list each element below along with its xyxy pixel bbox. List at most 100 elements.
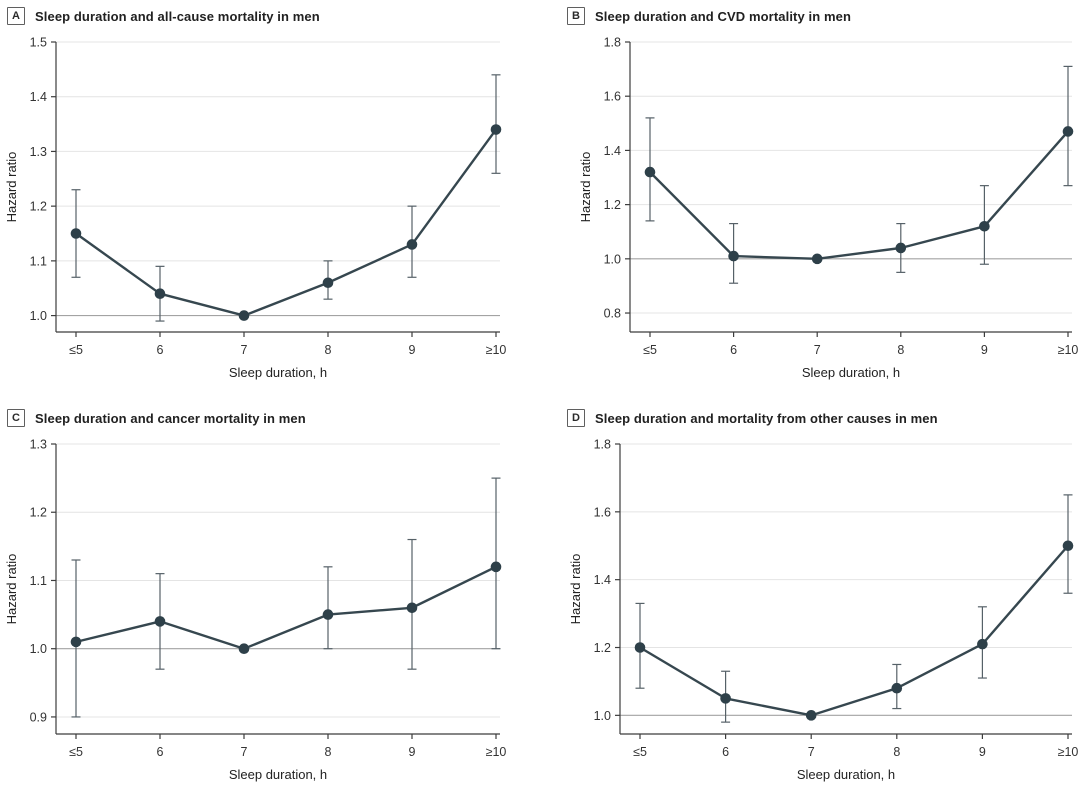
series-line: [649, 130, 1069, 261]
hazard-ratio-chart-cancer: 0.9 1.0 1.1 1.2 1.3 ≤5 6 7 8 9 ≥10 Sleep duration, …: [4, 438, 507, 783]
y-axis-title: Hazard ratio: [578, 152, 593, 223]
x-tick-label: ≥10: [486, 343, 507, 357]
y-tick-label: 1.0: [30, 642, 47, 656]
y-axis-title: Hazard ratio: [568, 554, 583, 625]
panel-letter-badge: A: [7, 7, 25, 25]
x-tick-label: ≤5: [69, 343, 83, 357]
hazard-ratio-chart-other-causes: 1.0 1.2 1.4 1.6 1.8 ≤5 6 7 8 9 ≥10 Sleep duration, …: [568, 438, 1079, 783]
x-tick-label: ≥10: [1058, 745, 1079, 759]
y-tick-label: 1.6: [604, 90, 621, 104]
x-tick-label: 9: [409, 343, 416, 357]
panel-d-header: D Sleep duration and mortality from othe…: [540, 408, 1080, 428]
data-point: [490, 124, 502, 135]
y-tick-label: 1.4: [30, 90, 47, 104]
x-tick-label: 7: [241, 745, 248, 759]
x-tick-label: ≥10: [1058, 343, 1079, 357]
hazard-ratio-chart-all-cause: 1.0 1.1 1.2 1.3 1.4 1.5 ≤5 6 7 8 9 ≥10 Sleep duratio…: [4, 36, 507, 381]
data-point: [406, 239, 418, 250]
y-tick-label: 1.1: [30, 574, 47, 588]
x-tick-label: ≤5: [69, 745, 83, 759]
x-axis-title: Sleep duration, h: [229, 767, 327, 782]
data-point: [70, 636, 82, 648]
x-tick-label: 8: [325, 745, 332, 759]
y-tick-label: 1.0: [604, 252, 621, 266]
x-tick-label: 7: [808, 745, 815, 759]
y-tick-label: 1.3: [30, 438, 47, 452]
data-point: [728, 250, 739, 262]
panel-c-header: C Sleep duration and cancer mortality in…: [0, 408, 540, 428]
panel-b-header: B Sleep duration and CVD mortality in me…: [540, 6, 1080, 26]
data-point: [322, 277, 334, 289]
panel-title: Sleep duration and CVD mortality in men: [595, 8, 851, 24]
data-point: [238, 310, 250, 321]
y-tick-label: 1.4: [604, 144, 621, 158]
series-line: [75, 565, 497, 650]
x-tick-label: 6: [157, 343, 164, 357]
y-tick-label: 1.2: [30, 200, 47, 214]
data-point: [154, 288, 166, 299]
series-line: [75, 128, 497, 317]
panel-a-header: A Sleep duration and all-cause mortality…: [0, 6, 540, 26]
x-tick-label: 7: [814, 343, 821, 357]
x-tick-label: 9: [409, 745, 416, 759]
x-tick-label: 6: [722, 745, 729, 759]
series-line: [639, 544, 1069, 717]
panel-letter-badge: D: [567, 409, 585, 427]
x-tick-label: 7: [241, 343, 248, 357]
x-axis-title: Sleep duration, h: [802, 365, 900, 380]
y-tick-label: 0.9: [30, 710, 47, 724]
y-tick-label: 1.6: [594, 505, 611, 519]
panel-b: B Sleep duration and CVD mortality in me…: [540, 0, 1080, 392]
panel-c: C Sleep duration and cancer mortality in…: [0, 392, 540, 783]
x-axis-title: Sleep duration, h: [229, 365, 327, 380]
y-axis-title: Hazard ratio: [4, 152, 19, 223]
data-point: [1062, 126, 1074, 137]
x-tick-label: ≤5: [643, 343, 657, 357]
data-point: [895, 242, 907, 254]
x-tick-label: 8: [897, 343, 904, 357]
x-tick-label: ≥10: [486, 745, 507, 759]
panel-d: D Sleep duration and mortality from othe…: [540, 392, 1080, 783]
y-tick-label: 1.5: [30, 36, 47, 50]
y-tick-label: 1.0: [30, 309, 47, 323]
data-point: [1062, 540, 1074, 552]
data-point: [977, 638, 988, 650]
panel-title: Sleep duration and all-cause mortality i…: [35, 8, 320, 24]
y-tick-label: 1.1: [30, 254, 47, 268]
data-point: [811, 253, 823, 265]
x-tick-label: ≤5: [633, 745, 647, 759]
y-tick-label: 1.4: [594, 573, 611, 587]
y-tick-label: 1.2: [594, 641, 611, 655]
data-point: [720, 693, 731, 704]
y-tick-label: 1.3: [30, 145, 47, 159]
panel-letter-badge: B: [567, 7, 585, 25]
y-axis-title: Hazard ratio: [4, 554, 19, 625]
x-axis-title: Sleep duration, h: [797, 767, 895, 782]
data-point: [322, 609, 334, 620]
data-point: [490, 561, 502, 573]
panel-letter-badge: C: [7, 409, 25, 427]
hazard-ratio-chart-cvd: 0.8 1.0 1.2 1.4 1.6 1.8 ≤5 6 7 8 9 ≥10 Sleep duratio…: [578, 36, 1079, 381]
panel-title: Sleep duration and cancer mortality in m…: [35, 410, 306, 426]
data-point: [891, 682, 903, 694]
x-tick-label: 9: [981, 343, 988, 357]
y-tick-label: 1.8: [604, 36, 621, 50]
data-point: [644, 166, 656, 178]
y-tick-label: 1.8: [594, 438, 611, 452]
data-point: [979, 220, 990, 232]
panel-a: A Sleep duration and all-cause mortality…: [0, 0, 540, 392]
data-point: [805, 710, 817, 721]
y-tick-label: 1.2: [30, 506, 47, 520]
x-tick-label: 8: [325, 343, 332, 357]
y-tick-label: 1.2: [604, 198, 621, 212]
data-point: [70, 228, 82, 239]
x-tick-label: 9: [979, 745, 986, 759]
data-point: [406, 602, 418, 614]
x-tick-label: 6: [157, 745, 164, 759]
data-point: [154, 616, 166, 627]
panel-title: Sleep duration and mortality from other …: [595, 410, 938, 426]
data-point: [634, 642, 646, 653]
x-tick-label: 8: [893, 745, 900, 759]
data-point: [238, 643, 250, 655]
